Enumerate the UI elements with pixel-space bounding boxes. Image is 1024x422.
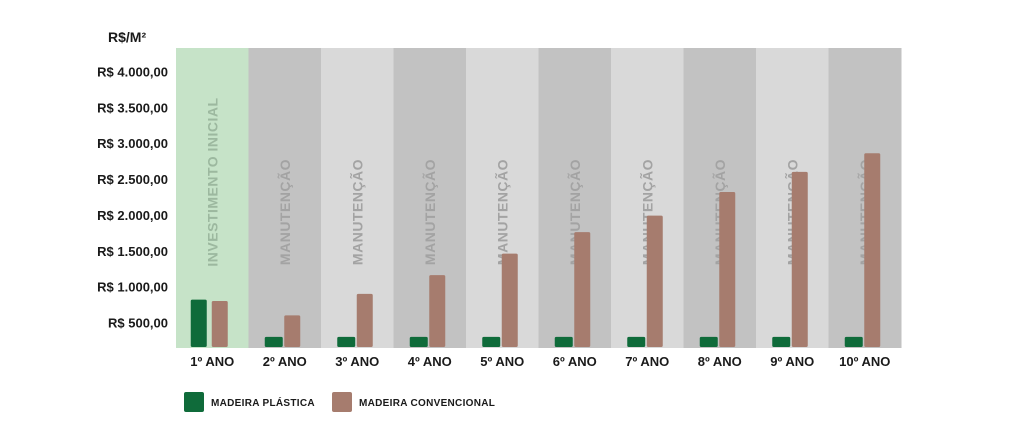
column-label-3: MANUTENÇÃO [348, 159, 365, 265]
bar-madeira-convencional-8 [719, 191, 736, 347]
bar-madeira-convencional-3 [356, 293, 373, 347]
bar-madeira-convencional-2 [284, 315, 301, 347]
bar-madeira-plastica-8 [699, 336, 718, 347]
x-tick-label: 4º ANO [408, 354, 452, 369]
y-axis-label: R$/M² [108, 29, 146, 45]
bar-madeira-convencional-7 [646, 215, 663, 347]
bar-madeira-plastica-1 [190, 299, 207, 347]
bar-madeira-plastica-4 [409, 336, 428, 347]
y-tick-label: R$ 4.000,00 [97, 64, 168, 79]
y-tick-label: R$ 500,00 [108, 316, 168, 331]
y-tick-label: R$ 2.500,00 [97, 172, 168, 187]
bar-madeira-plastica-7 [627, 336, 646, 347]
bar-madeira-convencional-6 [574, 232, 591, 347]
bar-madeira-convencional-10 [864, 153, 881, 347]
x-tick-label: 5º ANO [480, 354, 524, 369]
x-tick-label: 1º ANO [190, 354, 234, 369]
legend-label-1: MADEIRA PLÁSTICA [211, 396, 315, 409]
y-axis-ticks: R$ 500,00 R$ 1.000,00 R$ 1.500,00 R$ 2.000,… [97, 64, 168, 330]
column-label-1: INVESTIMENTO INICIAL [204, 97, 220, 266]
legend-swatch-2 [332, 392, 352, 412]
column-bg-1 [176, 48, 249, 348]
column-label-2: MANUTENÇÃO [276, 159, 293, 265]
bar-madeira-convencional-9 [791, 171, 808, 347]
y-tick-label: R$ 1.500,00 [97, 244, 168, 259]
legend-swatch-1 [184, 392, 204, 412]
column-bg-2 [248, 48, 322, 348]
y-tick-label: R$ 2.000,00 [97, 208, 168, 223]
legend: MADEIRA PLÁSTICA MADEIRA CONVENCIONAL [184, 392, 495, 412]
x-tick-label: 6º ANO [553, 354, 597, 369]
y-tick-label: R$ 1.000,00 [97, 280, 168, 295]
bars [190, 153, 881, 347]
column-label-4: MANUTENÇÃO [421, 159, 438, 265]
bar-madeira-plastica-2 [264, 336, 283, 347]
bar-madeira-convencional-5 [501, 253, 518, 347]
x-tick-label: 2º ANO [263, 354, 307, 369]
bar-madeira-convencional-1 [211, 301, 228, 347]
x-tick-label: 10º ANO [839, 354, 890, 369]
y-tick-label: R$ 3.500,00 [97, 100, 168, 115]
column-label-5: MANUTENÇÃO [493, 159, 510, 265]
bar-madeira-plastica-5 [482, 336, 501, 347]
bar-madeira-plastica-6 [554, 336, 573, 347]
x-tick-label: 3º ANO [335, 354, 379, 369]
x-axis-ticks: 1º ANO 2º ANO 3º ANO 4º ANO 5º ANO 6º ANO 7º A… [190, 354, 890, 369]
x-tick-label: 9º ANO [770, 354, 814, 369]
y-tick-label: R$ 3.000,00 [97, 136, 168, 151]
bar-madeira-plastica-3 [337, 336, 356, 347]
x-tick-label: 7º ANO [625, 354, 669, 369]
bar-madeira-plastica-9 [772, 336, 791, 347]
legend-label-2: MADEIRA CONVENCIONAL [359, 398, 495, 409]
bar-madeira-plastica-10 [844, 336, 863, 347]
x-tick-label: 8º ANO [698, 354, 742, 369]
bar-madeira-convencional-4 [429, 275, 446, 347]
